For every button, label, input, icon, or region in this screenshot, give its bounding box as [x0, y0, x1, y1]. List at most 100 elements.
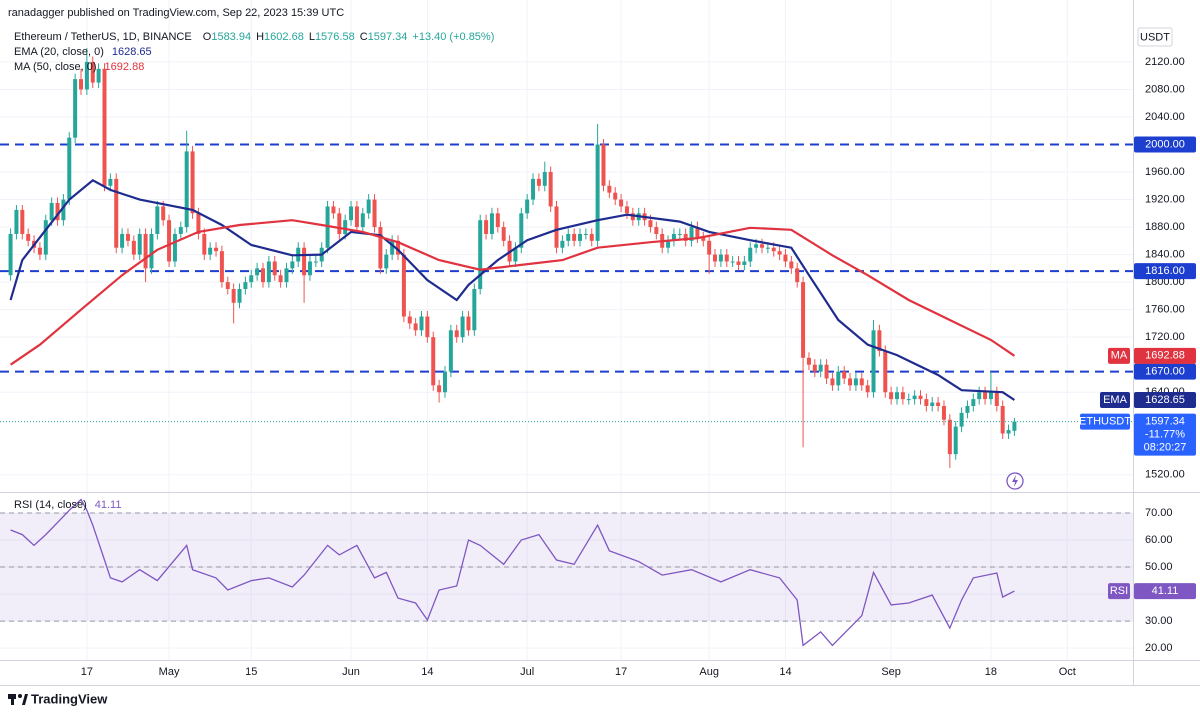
- candle-body: [783, 254, 788, 262]
- candle-body: [131, 240, 136, 255]
- candle-body: [806, 357, 811, 365]
- candle-body: [208, 247, 213, 255]
- line-tag: [1100, 392, 1130, 409]
- candle-body: [243, 282, 248, 290]
- currency: USDT: [1140, 31, 1170, 43]
- candle-body: [478, 220, 483, 290]
- candle-body: [255, 268, 260, 276]
- candle-body: [930, 402, 935, 406]
- candle-body: [390, 240, 395, 255]
- candle-body: [401, 254, 406, 317]
- y-tick-label: 1840.00: [1145, 249, 1185, 261]
- candle-body: [84, 61, 89, 90]
- candle-body: [777, 251, 782, 255]
- candle-body: [695, 227, 700, 238]
- candle-body: [360, 213, 365, 228]
- indicator-name: EMA (20, close, 0): [14, 46, 104, 58]
- y-tick-label: 60.00: [1145, 534, 1173, 546]
- price-tag-label: 41.11: [1152, 585, 1179, 597]
- line-tag: [1108, 347, 1130, 364]
- currency-box[interactable]: [1137, 27, 1173, 47]
- candle-body: [196, 213, 201, 234]
- candle-body: [20, 209, 25, 234]
- candle-body: [460, 316, 465, 338]
- candle-body: [114, 178, 119, 248]
- ohlc-label: C: [360, 31, 368, 43]
- line-tag: [1080, 413, 1130, 430]
- price-tag: [1134, 347, 1196, 364]
- y-tick-label: 1920.00: [1145, 193, 1185, 205]
- candle-body: [554, 206, 559, 248]
- candle-body: [548, 172, 553, 207]
- candle-body: [589, 233, 594, 241]
- level-tag-label: 2000.00: [1145, 138, 1185, 150]
- logo: TradingView: [8, 691, 108, 706]
- candle-body: [906, 399, 911, 401]
- candle-body: [924, 399, 929, 406]
- candle-body: [161, 206, 166, 221]
- candle-body: [513, 247, 518, 262]
- line-tag-label: MA: [1111, 350, 1128, 362]
- y-tick-label: 2040.00: [1145, 111, 1185, 123]
- candle-body: [143, 233, 148, 269]
- ohlc-value: 1576.58: [315, 31, 355, 43]
- candle-body: [484, 220, 489, 234]
- candle-body: [848, 378, 853, 386]
- candle-body: [495, 213, 500, 228]
- candle-body: [190, 151, 195, 214]
- candle-body: [302, 247, 307, 276]
- candle-body: [742, 261, 747, 265]
- candle-body: [1000, 405, 1005, 434]
- logo-mark: [22, 694, 28, 705]
- candle-body: [519, 213, 524, 248]
- candle-body: [759, 244, 764, 248]
- x-tick-label: Jul: [520, 666, 534, 678]
- candle-body: [542, 172, 547, 186]
- candle-body: [525, 199, 530, 214]
- candle-body: [771, 247, 776, 252]
- candle-body: [824, 364, 829, 379]
- y-tick-label: 1760.00: [1145, 304, 1185, 316]
- candle-body: [354, 206, 359, 228]
- candle-body: [55, 202, 60, 221]
- level-tag: [1134, 263, 1196, 280]
- price-tag: [1134, 413, 1196, 456]
- candle-body: [830, 378, 835, 386]
- alert-icon[interactable]: [1006, 472, 1024, 490]
- candle-body: [396, 240, 401, 255]
- indicator-value: 1628.65: [112, 46, 152, 58]
- candle-body: [202, 233, 207, 255]
- candle-body: [560, 240, 565, 248]
- x-tick-label: May: [159, 666, 180, 678]
- candle-body: [865, 385, 870, 393]
- candle-body: [472, 289, 477, 331]
- candle-body: [724, 254, 729, 262]
- y-tick-label: 1520.00: [1145, 469, 1185, 481]
- candle-body: [413, 323, 418, 331]
- level-tag-label: 1670.00: [1145, 365, 1185, 377]
- price-tag-label: 1692.88: [1145, 350, 1185, 362]
- price-tag-label: 08:20:27: [1144, 441, 1187, 453]
- indicator-line: [9, 219, 1016, 366]
- x-tick-label: 14: [779, 666, 791, 678]
- candle-body: [689, 227, 694, 241]
- x-tick-label: Aug: [699, 666, 719, 678]
- candle-body: [624, 206, 629, 214]
- y-tick-label: 2080.00: [1145, 83, 1185, 95]
- candle-body: [877, 330, 882, 351]
- candle-body: [501, 227, 506, 241]
- candle-body: [707, 240, 712, 255]
- indicator-value: 41.11: [95, 499, 122, 511]
- candle-body: [137, 233, 142, 255]
- level-tag: [1134, 136, 1196, 153]
- publisher: ranadagger published on TradingView.com,…: [8, 7, 344, 19]
- candle-body: [43, 220, 48, 255]
- y-tick-label: 20.00: [1145, 642, 1173, 654]
- candle-body: [372, 199, 377, 228]
- candle-body: [666, 240, 671, 248]
- candle-body: [977, 392, 982, 400]
- candle-body: [266, 261, 271, 283]
- line-tag-label: EMA: [1103, 394, 1128, 406]
- candle-body: [284, 268, 289, 283]
